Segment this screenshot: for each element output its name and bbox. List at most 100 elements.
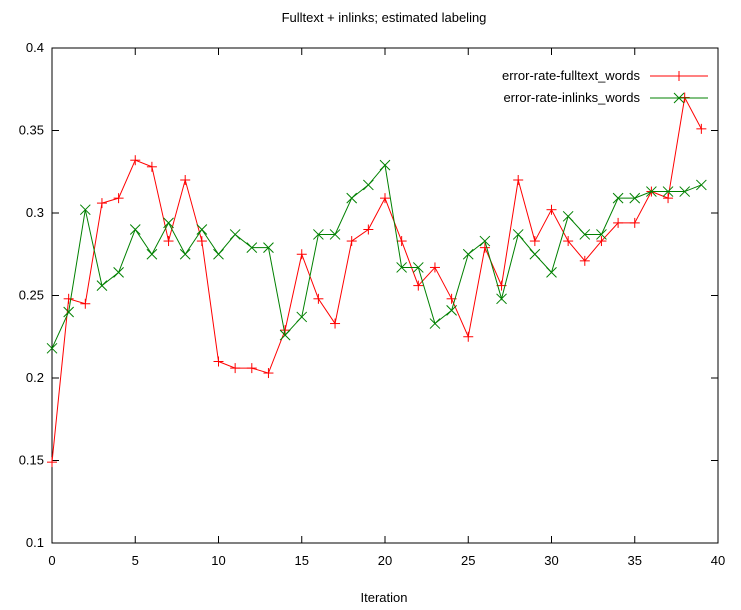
cross-stroke <box>296 311 308 323</box>
data-point <box>596 236 607 247</box>
cross-stroke <box>229 229 241 240</box>
y-tick-label: 0.15 <box>19 453 44 468</box>
data-point <box>146 248 158 260</box>
data-point <box>612 192 624 204</box>
data-point <box>363 224 374 235</box>
data-point <box>695 179 707 191</box>
data-point <box>196 224 208 235</box>
cross-stroke <box>113 267 124 278</box>
series-line <box>51 163 702 349</box>
cross-stroke <box>46 342 58 354</box>
data-point <box>563 236 574 247</box>
data-point <box>79 204 91 216</box>
data-point <box>479 235 491 247</box>
cross-stroke <box>96 280 108 291</box>
data-point <box>129 224 141 235</box>
data-point <box>646 186 657 197</box>
data-point <box>496 293 507 305</box>
data-point <box>562 210 574 222</box>
cross-stroke <box>163 217 174 229</box>
data-point <box>512 229 524 240</box>
x-tick-label: 5 <box>132 553 139 568</box>
data-point <box>263 242 274 254</box>
cross-stroke <box>579 229 591 240</box>
cross-stroke <box>313 229 324 240</box>
cross-stroke <box>279 329 291 341</box>
cross-stroke <box>379 159 391 171</box>
cross-stroke <box>429 318 441 329</box>
data-point <box>330 318 341 329</box>
cross-stroke <box>695 179 707 191</box>
data-point <box>46 342 58 354</box>
legend-entry: error-rate-inlinks_words <box>503 90 708 105</box>
data-point <box>663 193 674 204</box>
legend-marker <box>674 71 684 81</box>
cross-stroke <box>462 248 474 260</box>
data-point <box>346 236 357 247</box>
plot-area <box>51 47 719 544</box>
data-point <box>313 293 324 304</box>
cross-stroke <box>562 210 574 222</box>
data-point <box>196 236 207 247</box>
cross-stroke <box>496 293 507 305</box>
data-point <box>313 229 324 240</box>
cross-stroke <box>679 186 691 197</box>
data-point <box>180 175 191 185</box>
data-point <box>529 248 541 260</box>
data-point <box>662 186 674 197</box>
data-point <box>263 368 274 379</box>
cross-stroke <box>362 179 374 191</box>
cross-stroke <box>646 186 657 197</box>
series-error-rate-inlinks_words <box>46 159 707 354</box>
y-tick-label: 0.1 <box>26 535 44 550</box>
data-point <box>579 255 590 266</box>
x-tick-label: 40 <box>711 553 725 568</box>
data-point <box>80 298 91 309</box>
data-point <box>513 175 524 185</box>
x-tick-label: 20 <box>378 553 392 568</box>
data-point <box>413 280 424 291</box>
cross-stroke <box>129 224 141 235</box>
y-tick-label: 0.4 <box>26 40 44 55</box>
data-point <box>130 155 141 166</box>
data-point <box>429 318 441 329</box>
data-point <box>47 457 57 468</box>
data-point <box>96 198 107 209</box>
data-point <box>396 262 408 273</box>
cross-stroke <box>63 306 75 318</box>
data-point <box>429 262 440 273</box>
cross-stroke <box>629 192 641 204</box>
cross-stroke <box>446 304 457 316</box>
cross-stroke <box>546 267 557 278</box>
data-point <box>446 304 457 316</box>
data-point <box>396 236 407 247</box>
plot-border <box>51 47 719 544</box>
cross-stroke <box>213 248 224 260</box>
data-point <box>379 159 391 171</box>
cross-stroke <box>179 248 191 260</box>
data-point <box>179 248 191 260</box>
x-tick-label: 35 <box>628 553 642 568</box>
data-point <box>613 217 624 228</box>
cross-stroke <box>512 229 524 240</box>
data-point <box>362 179 374 191</box>
cross-stroke <box>346 192 358 204</box>
cross-stroke <box>246 242 258 254</box>
data-point <box>63 293 74 304</box>
x-tick-label: 25 <box>461 553 475 568</box>
data-point <box>596 229 607 240</box>
cross-stroke <box>529 248 541 260</box>
data-point <box>296 249 307 260</box>
cross-stroke <box>396 262 408 273</box>
data-point <box>529 236 540 247</box>
data-point <box>329 229 341 240</box>
data-point <box>546 204 557 215</box>
data-point <box>546 267 557 278</box>
x-axis-label: Iteration <box>361 590 408 605</box>
cross-stroke <box>412 262 424 273</box>
data-point <box>463 331 474 342</box>
data-point <box>63 306 75 318</box>
cross-stroke <box>612 192 624 204</box>
data-point <box>696 123 707 134</box>
cross-stroke <box>596 229 607 240</box>
